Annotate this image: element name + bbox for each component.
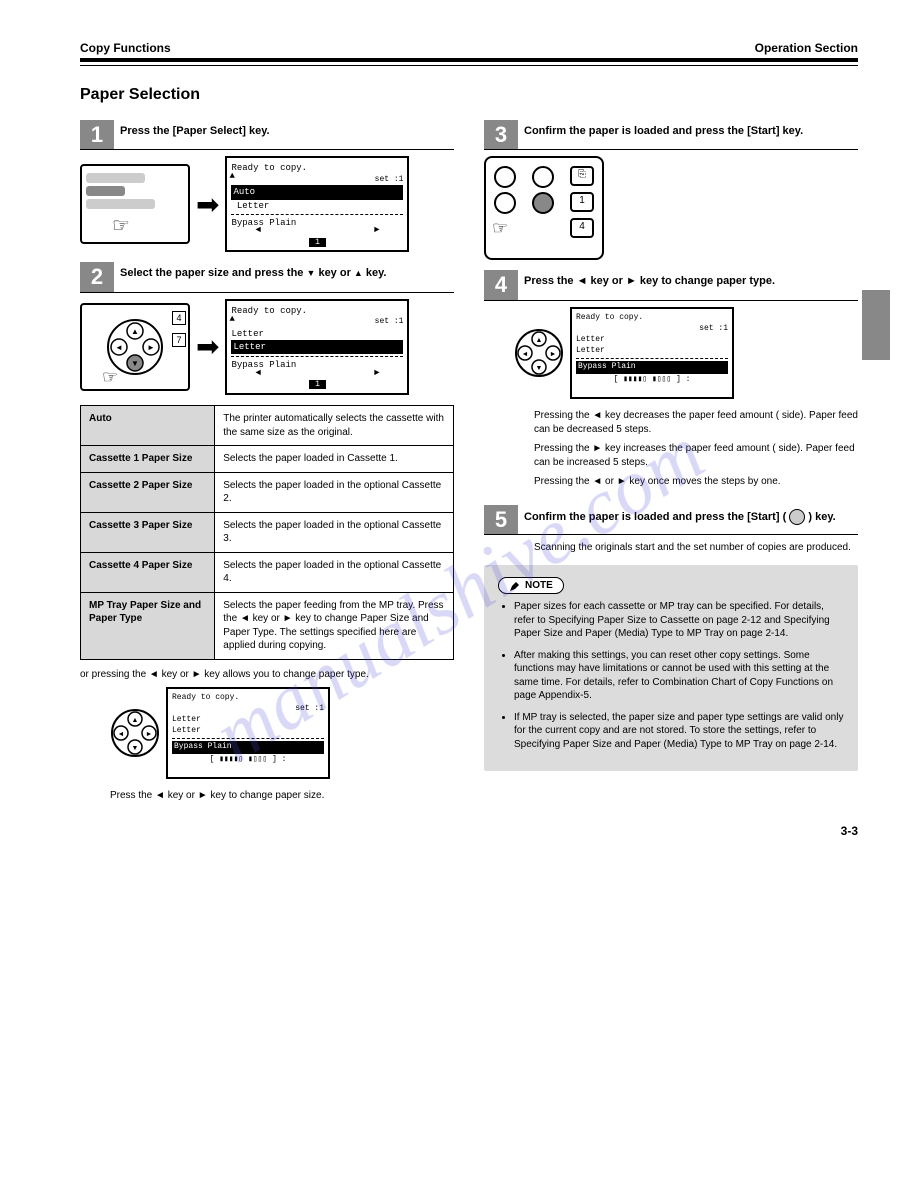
paper-select-key-illus: ☞ — [80, 164, 190, 244]
hand-icon: ☞ — [112, 213, 130, 240]
rule-thin — [80, 65, 858, 66]
step-1-text: Press the [Paper Select] key. — [114, 120, 454, 150]
lcd-4: Ready to copy. set :1 Letter Letter Bypa… — [570, 307, 734, 399]
step-1-header: 1 Press the [Paper Select] key. — [80, 120, 454, 151]
svg-text:▲: ▲ — [131, 327, 139, 336]
note-box: NOTE Paper sizes for each cassette or MP… — [484, 565, 858, 772]
after-table-text: or pressing the ◄ key or ► key allows yo… — [80, 668, 454, 682]
lcd-3: Ready to copy. set :1 Letter Letter Bypa… — [166, 687, 330, 779]
step-5-header: 5 Confirm the paper is loaded and press … — [484, 505, 858, 536]
header-left: Copy Functions — [80, 40, 171, 56]
step-1-illus: ☞ ➡ ▲ Ready to copy. set :1 Auto Letter … — [80, 156, 454, 252]
rule-thick — [80, 58, 858, 62]
dpad-illus: ▲ ▼ ◄ ► 4 7 ☞ — [80, 303, 190, 391]
step-3-num: 3 — [484, 120, 518, 150]
step-3-text: Confirm the paper is loaded and press th… — [518, 120, 858, 150]
header-right: Operation Section — [755, 40, 858, 56]
right-column: 3 Confirm the paper is loaded and press … — [484, 120, 858, 809]
step-1-num: 1 — [80, 120, 114, 150]
page: Copy Functions Operation Section Paper S… — [0, 0, 918, 869]
step-3-illus: ⎘ 1 ☞ 4 — [484, 156, 858, 260]
table-row: Cassette 3 Paper SizeSelects the paper l… — [81, 512, 454, 552]
table-row: AutoThe printer automatically selects th… — [81, 406, 454, 446]
step-4-text: Press the ◄ key or ► key to change paper… — [518, 270, 858, 300]
section-title: Paper Selection — [80, 84, 858, 106]
dpad-icon: ▲ ▼ ◄ ► — [514, 328, 564, 378]
svg-text:►: ► — [550, 351, 557, 358]
note-item: After making this settings, you can rese… — [514, 649, 844, 703]
step-5-num: 5 — [484, 505, 518, 535]
start-key-illus: ⎘ 1 ☞ 4 — [484, 156, 604, 260]
step-2-text: Select the paper size and press the ▼ ke… — [114, 262, 454, 292]
page-number: 3-3 — [80, 823, 858, 839]
svg-text:▲: ▲ — [132, 717, 139, 724]
step-2-num: 2 — [80, 262, 114, 292]
table-row: Cassette 1 Paper SizeSelects the paper l… — [81, 446, 454, 473]
svg-text:◄: ◄ — [522, 351, 529, 358]
step-4-header: 4 Press the ◄ key or ► key to change pap… — [484, 270, 858, 301]
lcd-2: ▲ Ready to copy. set :1 Letter Letter By… — [225, 299, 409, 395]
dpad-icon: ▲ ▼ ◄ ► — [110, 708, 160, 758]
copy-icon: ⎘ — [570, 166, 594, 186]
start-key-icon — [789, 509, 805, 525]
note-label: NOTE — [498, 577, 564, 595]
svg-text:▲: ▲ — [536, 337, 543, 344]
svg-text:►: ► — [146, 731, 153, 738]
step-5-text: Confirm the paper is loaded and press th… — [518, 505, 858, 535]
table-row: Cassette 2 Paper SizeSelects the paper l… — [81, 472, 454, 512]
svg-text:▼: ▼ — [536, 365, 543, 372]
step-3-header: 3 Confirm the paper is loaded and press … — [484, 120, 858, 151]
pencil-icon — [509, 580, 521, 592]
header: Copy Functions Operation Section — [80, 40, 858, 56]
step-5-body: Scanning the originals start and the set… — [534, 541, 858, 555]
step-2-illus: ▲ ▼ ◄ ► 4 7 ☞ ➡ ▲ Ready to copy. set :1 … — [80, 299, 454, 395]
svg-text:▼: ▼ — [132, 745, 139, 752]
left-column: 1 Press the [Paper Select] key. ☞ ➡ ▲ Re… — [80, 120, 454, 809]
step-4-num: 4 — [484, 270, 518, 300]
lcd-1: ▲ Ready to copy. set :1 Auto Letter Bypa… — [225, 156, 409, 252]
step-4-bullets: Pressing the ◄ key decreases the paper f… — [534, 409, 858, 489]
step-4-illus: ▲ ▼ ◄ ► Ready to copy. set :1 Letter Let… — [514, 307, 858, 399]
svg-text:▼: ▼ — [131, 359, 139, 368]
chapter-tab — [862, 290, 890, 360]
arrow-right-icon: ➡ — [196, 328, 219, 366]
svg-text:◄: ◄ — [118, 731, 125, 738]
svg-text:◄: ◄ — [115, 343, 123, 352]
arrow-right-icon: ➡ — [196, 186, 219, 224]
hand-icon: ☞ — [102, 365, 118, 389]
svg-text:►: ► — [147, 343, 155, 352]
note-item: Paper sizes for each cassette or MP tray… — [514, 600, 844, 641]
paper-selection-table: AutoThe printer automatically selects th… — [80, 405, 454, 660]
note-item: If MP tray is selected, the paper size a… — [514, 711, 844, 752]
table-row: MP Tray Paper Size and Paper TypeSelects… — [81, 592, 454, 659]
after-table-illus: ▲ ▼ ◄ ► Ready to copy. set :1 Letter Let… — [110, 687, 454, 779]
table-row: Cassette 4 Paper SizeSelects the paper l… — [81, 552, 454, 592]
step-2-header: 2 Select the paper size and press the ▼ … — [80, 262, 454, 293]
hand-icon: ☞ — [492, 216, 508, 240]
after-table-tail: Press the ◄ key or ► key to change paper… — [110, 789, 454, 803]
